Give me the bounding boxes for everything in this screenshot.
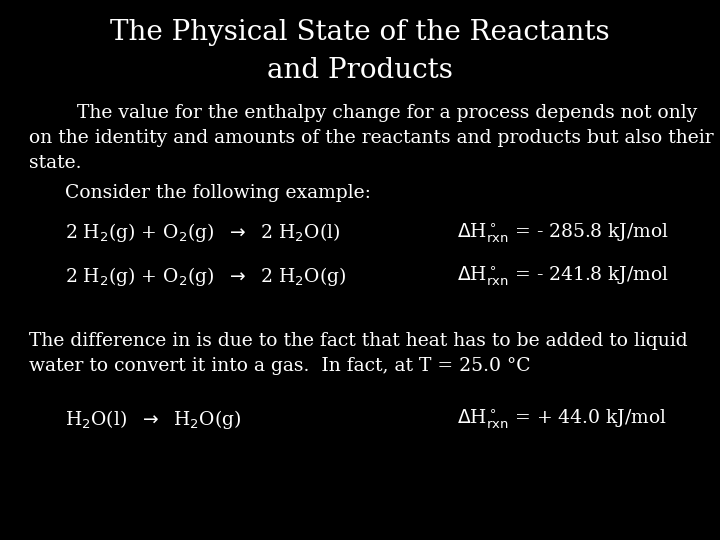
Text: $\Delta$H$^\circ_{\rm rxn}$ = - 285.8 kJ/mol: $\Delta$H$^\circ_{\rm rxn}$ = - 285.8 kJ… <box>457 221 669 245</box>
Text: and Products: and Products <box>267 57 453 84</box>
Text: The difference in is due to the fact that heat has to be added to liquid
water t: The difference in is due to the fact tha… <box>29 332 688 375</box>
Text: $\Delta$H$^\circ_{\rm rxn}$ = - 241.8 kJ/mol: $\Delta$H$^\circ_{\rm rxn}$ = - 241.8 kJ… <box>457 265 669 288</box>
Text: 2 H$_2$(g) + O$_2$(g)  $\rightarrow$  2 H$_2$O(l): 2 H$_2$(g) + O$_2$(g) $\rightarrow$ 2 H$… <box>65 221 341 245</box>
Text: H$_2$O(l)  $\rightarrow$  H$_2$O(g): H$_2$O(l) $\rightarrow$ H$_2$O(g) <box>65 408 241 431</box>
Text: $\Delta$H$^\circ_{\rm rxn}$ = + 44.0 kJ/mol: $\Delta$H$^\circ_{\rm rxn}$ = + 44.0 kJ/… <box>457 408 667 431</box>
Text: 2 H$_2$(g) + O$_2$(g)  $\rightarrow$  2 H$_2$O(g): 2 H$_2$(g) + O$_2$(g) $\rightarrow$ 2 H$… <box>65 265 346 288</box>
Text: Consider the following example:: Consider the following example: <box>65 184 371 201</box>
Text: The Physical State of the Reactants: The Physical State of the Reactants <box>110 19 610 46</box>
Text: The value for the enthalpy change for a process depends not only
on the identity: The value for the enthalpy change for a … <box>29 104 714 172</box>
